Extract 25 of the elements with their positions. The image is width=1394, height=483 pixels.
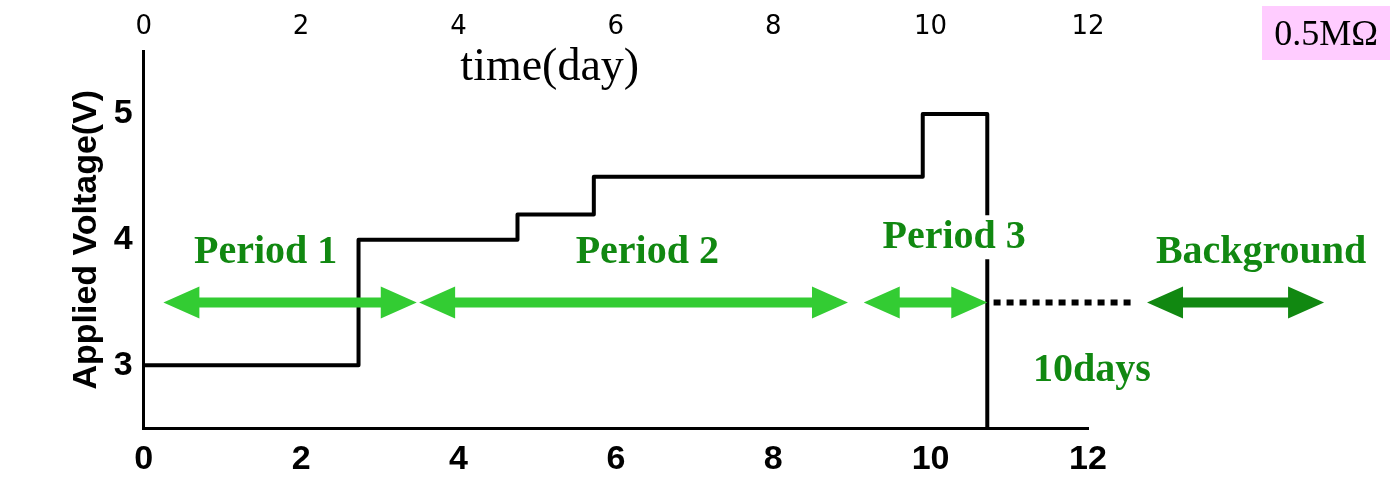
x-tick-label: 4 — [449, 437, 469, 476]
x-tick-label: 12 — [1069, 437, 1107, 476]
x2-tick-label: 2 — [292, 10, 310, 41]
y-axis-title: Applied Voltage(V) — [64, 89, 103, 390]
y-tick-label: 4 — [113, 218, 133, 257]
y-tick-label: 5 — [113, 92, 133, 131]
x-tick-label: 6 — [606, 437, 626, 476]
x2-tick-label: 0 — [135, 10, 152, 41]
annotation: 10days — [1033, 344, 1151, 390]
x2-axis-title: time(day) — [460, 39, 640, 91]
x-tick-label: 10 — [911, 437, 950, 476]
x2-tick-label: 12 — [1071, 10, 1105, 41]
x-tick-label: 8 — [763, 437, 783, 476]
y-tick-label: 3 — [113, 343, 133, 382]
annotation: Period 1 — [194, 226, 338, 272]
text: 0.5MΩ — [1262, 6, 1390, 60]
x-tick-label: 0 — [134, 437, 154, 476]
x2-tick-label: 8 — [764, 10, 782, 41]
annotation: Period 2 — [575, 226, 719, 272]
annotation: Period 3 — [882, 211, 1026, 257]
text: Background — [1155, 226, 1367, 272]
x2-tick-label: 10 — [914, 10, 948, 41]
x2-tick-label: 4 — [450, 10, 467, 41]
x-tick-label: 2 — [291, 437, 311, 476]
x2-tick-label: 6 — [607, 10, 625, 41]
